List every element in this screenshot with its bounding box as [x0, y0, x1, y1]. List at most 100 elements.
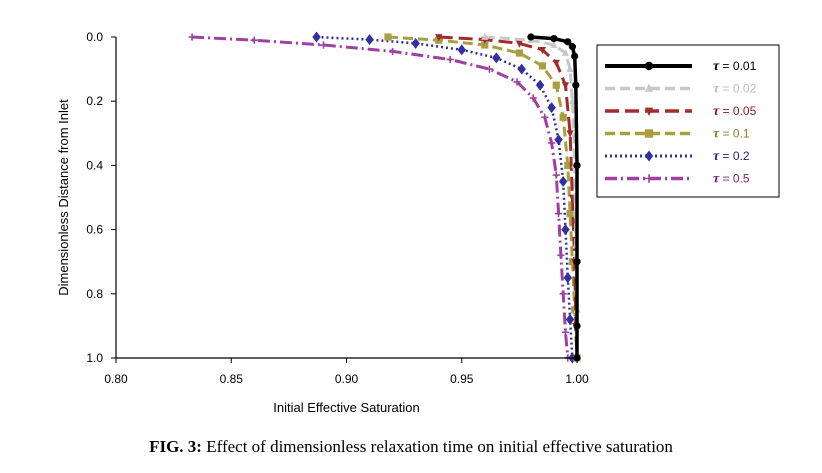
data-point-tau-0-01 [550, 35, 558, 43]
legend-entry-tau-0-2: τ = 0.2 [605, 149, 750, 164]
y-tick-label: 1.0 [86, 351, 103, 365]
data-point-tau-0-01 [568, 43, 576, 51]
tau-symbol: τ [713, 149, 720, 164]
figure-caption: FIG. 3: Effect of dimensionless relaxati… [0, 437, 822, 457]
series-tau-0-5 [188, 33, 572, 362]
data-point-tau-0-5 [548, 139, 556, 147]
data-point-tau-0-05 [435, 34, 443, 42]
legend-marker-tau-0-5 [644, 174, 654, 183]
data-point-tau-0-01 [564, 38, 572, 46]
data-point-tau-0-5 [559, 290, 567, 298]
data-point-tau-0-5 [446, 55, 454, 64]
data-point-tau-0-05 [552, 59, 560, 67]
data-point-tau-0-1 [568, 258, 576, 266]
legend-marker-tau-0-2 [644, 150, 654, 162]
y-tick-label: 0.0 [86, 30, 103, 44]
data-point-tau-0-5 [319, 41, 328, 49]
series-line-tau-0-02 [484, 35, 579, 358]
data-point-tau-0-02 [568, 96, 576, 105]
legend-label-tau-0-1: τ = 0.1 [713, 127, 750, 142]
data-point-tau-0-01 [573, 322, 581, 330]
x-axis-title: Initial Effective Saturation [273, 400, 419, 415]
legend-value: = 0.02 [719, 82, 756, 96]
legend-entry-tau-0-02: τ = 0.02 [605, 82, 757, 97]
caption-text: Effect of dimensionless relaxation time … [206, 437, 673, 456]
y-tick-label: 0.2 [86, 94, 103, 108]
series-tau-0-1 [384, 33, 581, 362]
data-point-tau-0-2 [457, 44, 466, 56]
data-point-tau-0-2 [558, 175, 568, 187]
data-point-tau-0-2 [535, 79, 545, 91]
data-point-tau-0-1 [552, 81, 560, 89]
data-point-tau-0-01 [573, 258, 581, 266]
legend-value: = 0.1 [719, 127, 750, 141]
x-tick-label: 0.95 [450, 372, 474, 386]
series-line-tau-0-2 [316, 35, 574, 359]
axes: 0.80 0.85 0.90 0.95 1.00 0.0 0.2 0.4 0.6 0.8 1.0 In… [56, 30, 589, 415]
legend-label-tau-0-05: τ = 0.05 [713, 104, 757, 119]
data-point-tau-0-02 [561, 48, 570, 56]
x-tick-label: 1.00 [565, 372, 589, 386]
data-point-tau-0-2 [563, 272, 572, 284]
tau-symbol: τ [713, 59, 720, 74]
data-point-tau-0-5 [188, 33, 196, 41]
tau-symbol: τ [713, 127, 720, 142]
data-point-tau-0-05 [566, 130, 574, 138]
data-point-tau-0-01 [527, 33, 535, 41]
data-point-tau-0-05 [538, 46, 547, 55]
y-axis-title: Dimensionless Distance from Inlet [56, 99, 71, 296]
data-point-tau-0-2 [565, 314, 575, 325]
data-point-tau-0-5 [485, 65, 494, 73]
data-point-tau-0-1 [559, 113, 567, 121]
legend-box [596, 44, 780, 198]
data-point-tau-0-5 [552, 171, 560, 179]
legend-value: = 0.2 [719, 149, 750, 163]
legend-value: = 0.5 [719, 172, 750, 186]
data-point-tau-0-5 [561, 328, 570, 336]
legend-marker-tau-0-05 [644, 107, 654, 117]
legend-entry-tau-0-5: τ = 0.5 [605, 172, 750, 187]
legend-entry-tau-0-05: τ = 0.05 [605, 104, 757, 119]
x-tick-label: 0.85 [220, 372, 244, 386]
y-tick-label: 0.8 [86, 287, 103, 301]
data-point-tau-0-5 [541, 113, 549, 121]
data-point-tau-0-02 [566, 64, 574, 72]
data-point-tau-0-1 [566, 209, 574, 218]
data-point-tau-0-1 [481, 41, 489, 49]
data-point-tau-0-01 [571, 52, 579, 60]
tau-symbol: τ [713, 104, 720, 119]
data-point-tau-0-5 [250, 36, 258, 44]
data-point-tau-0-02 [481, 32, 489, 40]
data-point-tau-0-2 [547, 102, 556, 114]
legend-value: = 0.01 [719, 59, 756, 73]
legend-label-tau-0-01: τ = 0.01 [713, 59, 757, 74]
data-point-tau-0-1 [384, 33, 392, 41]
legend-label-tau-0-2: τ = 0.2 [713, 149, 750, 164]
y-tick-label: 0.6 [86, 223, 103, 237]
data-point-tau-0-05 [561, 82, 570, 90]
data-point-tau-0-1 [538, 62, 547, 70]
data-point-tau-0-2 [312, 31, 321, 43]
data-point-tau-0-2 [365, 34, 374, 46]
x-tick-label: 0.80 [104, 372, 128, 386]
series-tau-0-01 [527, 33, 581, 362]
legend-value: = 0.05 [719, 104, 756, 118]
data-point-tau-0-2 [492, 52, 501, 64]
data-point-tau-0-2 [561, 224, 570, 236]
series-line-tau-0-01 [530, 35, 579, 358]
data-point-tau-0-5 [513, 78, 521, 86]
data-point-tau-0-2 [554, 134, 563, 146]
plot-area [188, 31, 581, 364]
x-tick-label: 0.90 [335, 372, 359, 386]
series-tau-0-2 [312, 31, 577, 364]
tau-symbol: τ [713, 82, 720, 97]
legend: τ = 0.01τ = 0.02τ = 0.05τ = 0.1τ = 0.2τ … [596, 44, 780, 198]
legend-entry-tau-0-01: τ = 0.01 [605, 59, 757, 74]
series-line-tau-0-5 [192, 35, 570, 359]
data-point-tau-0-01 [573, 161, 581, 169]
data-point-tau-0-2 [517, 63, 526, 75]
legend-marker-tau-0-01 [644, 61, 654, 71]
tau-symbol: τ [713, 172, 720, 187]
legend-label-tau-0-02: τ = 0.02 [713, 82, 757, 97]
legend-entry-tau-0-1: τ = 0.1 [605, 127, 750, 142]
